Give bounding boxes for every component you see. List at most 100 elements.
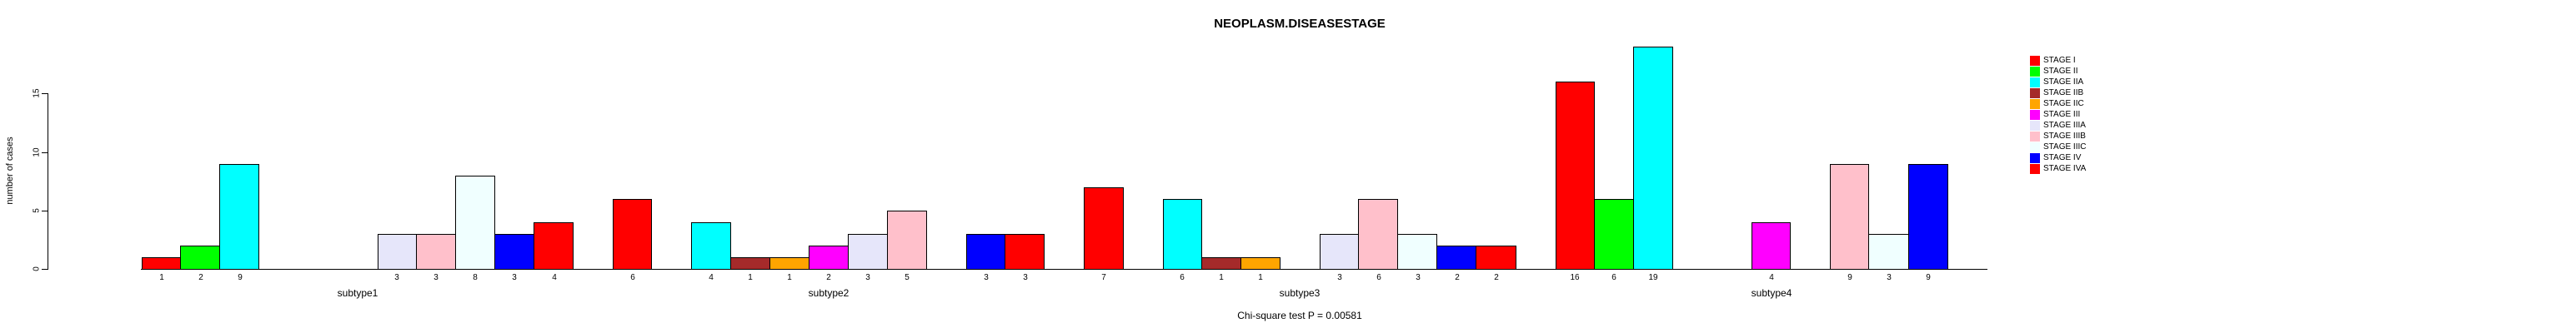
- group-label: subtype3: [1279, 287, 1321, 299]
- bar: [809, 246, 849, 270]
- legend-item-label: STAGE IV: [2043, 153, 2082, 162]
- legend-item-label: STAGE II: [2043, 67, 2078, 76]
- bar-value-label: 4: [1769, 273, 1774, 282]
- bar-value-label: 1: [748, 273, 753, 282]
- chart-title: NEOPLASM.DISEASESTAGE: [1214, 17, 1386, 31]
- legend-item: STAGE IIIB: [2030, 132, 2130, 142]
- bar-value-label: 9: [1847, 273, 1852, 282]
- legend-swatch-icon: [2030, 88, 2040, 98]
- legend-swatch-icon: [2030, 110, 2040, 120]
- bar: [494, 234, 534, 270]
- bar-value-label: 2: [1494, 273, 1499, 282]
- bar: [1436, 246, 1476, 270]
- legend-item: STAGE I: [2030, 56, 2130, 66]
- bar-value-label: 9: [238, 273, 243, 282]
- bar: [1752, 222, 1791, 270]
- bar: [691, 222, 731, 270]
- bar-value-label: 1: [787, 273, 792, 282]
- legend-item-label: STAGE IIIB: [2043, 132, 2086, 141]
- bar: [1830, 164, 1869, 270]
- bar-value-label: 2: [826, 273, 831, 282]
- bar-value-label: 3: [865, 273, 870, 282]
- legend-item: STAGE IV: [2030, 153, 2130, 163]
- bar-value-label: 19: [1648, 273, 1658, 282]
- bar-value-label: 3: [1887, 273, 1892, 282]
- bar-value-label: 3: [434, 273, 439, 282]
- bar: [1320, 234, 1359, 270]
- bar-value-label: 3: [1416, 273, 1421, 282]
- bar-value-label: 3: [394, 273, 399, 282]
- legend-item-label: STAGE IVA: [2043, 164, 2087, 173]
- legend-swatch-icon: [2030, 132, 2040, 142]
- bar-value-label: 6: [1611, 273, 1616, 282]
- bar-value-label: 1: [1219, 273, 1224, 282]
- legend-swatch-icon: [2030, 142, 2040, 152]
- legend-item: STAGE IIIC: [2030, 142, 2130, 152]
- legend-item-label: STAGE IIB: [2043, 88, 2084, 97]
- bar: [613, 199, 652, 270]
- bar: [1868, 234, 1909, 270]
- bar: [1397, 234, 1437, 270]
- bar-value-label: 1: [159, 273, 164, 282]
- y-tick: [42, 93, 48, 94]
- bar: [966, 234, 1005, 270]
- legend-item: STAGE IIC: [2030, 99, 2130, 109]
- legend-swatch-icon: [2030, 164, 2040, 174]
- legend-swatch-icon: [2030, 56, 2040, 66]
- bar-value-label: 3: [1023, 273, 1028, 282]
- bar-value-label: 3: [984, 273, 989, 282]
- y-tick: [42, 152, 48, 153]
- bar: [219, 164, 259, 270]
- legend-item-label: STAGE IIIC: [2043, 142, 2087, 152]
- bar: [1556, 82, 1595, 270]
- legend-item-label: STAGE IIIA: [2043, 121, 2086, 130]
- bar: [1240, 257, 1280, 270]
- legend-item: STAGE III: [2030, 110, 2130, 120]
- legend-item-label: STAGE IIA: [2043, 77, 2084, 87]
- legend-item: STAGE IIIA: [2030, 121, 2130, 131]
- bar-value-label: 3: [1337, 273, 1342, 282]
- legend-item: STAGE IIB: [2030, 88, 2130, 98]
- bar: [1084, 187, 1124, 270]
- bar-value-label: 1: [1258, 273, 1263, 282]
- bar: [1908, 164, 1948, 270]
- bar-value-label: 8: [473, 273, 478, 282]
- bar: [180, 246, 220, 270]
- bar: [1594, 199, 1634, 270]
- bar: [887, 211, 927, 270]
- bar-value-label: 5: [905, 273, 910, 282]
- bar-value-label: 2: [198, 273, 203, 282]
- chart-caption: Chi-square test P = 0.00581: [1237, 310, 1362, 321]
- legend-item: STAGE IIA: [2030, 77, 2130, 87]
- legend-swatch-icon: [2030, 121, 2040, 131]
- group-label: subtype1: [337, 287, 378, 299]
- legend-swatch-icon: [2030, 77, 2040, 87]
- bar: [1163, 199, 1202, 270]
- legend-item: STAGE IVA: [2030, 164, 2130, 174]
- legend-item: STAGE II: [2030, 67, 2130, 77]
- bar-value-label: 4: [552, 273, 557, 282]
- bar-value-label: 4: [709, 273, 714, 282]
- group-label: subtype4: [1751, 287, 1792, 299]
- legend-item-label: STAGE IIC: [2043, 99, 2084, 108]
- bar: [1476, 246, 1516, 270]
- group-label: subtype2: [808, 287, 849, 299]
- legend-item-label: STAGE I: [2043, 56, 2076, 65]
- bar-value-label: 6: [630, 273, 635, 282]
- bar-value-label: 3: [512, 273, 517, 282]
- bar-value-label: 9: [1926, 273, 1931, 282]
- legend-swatch-icon: [2030, 67, 2040, 77]
- legend-swatch-icon: [2030, 153, 2040, 163]
- legend-item-label: STAGE III: [2043, 110, 2081, 119]
- bar: [1633, 47, 1673, 270]
- x-axis-line: [141, 269, 1987, 270]
- bar-value-label: 16: [1570, 273, 1580, 282]
- legend-swatch-icon: [2030, 99, 2040, 109]
- bar: [455, 176, 495, 270]
- bar: [534, 222, 574, 270]
- bar-value-label: 7: [1101, 273, 1106, 282]
- bar-value-label: 6: [1376, 273, 1381, 282]
